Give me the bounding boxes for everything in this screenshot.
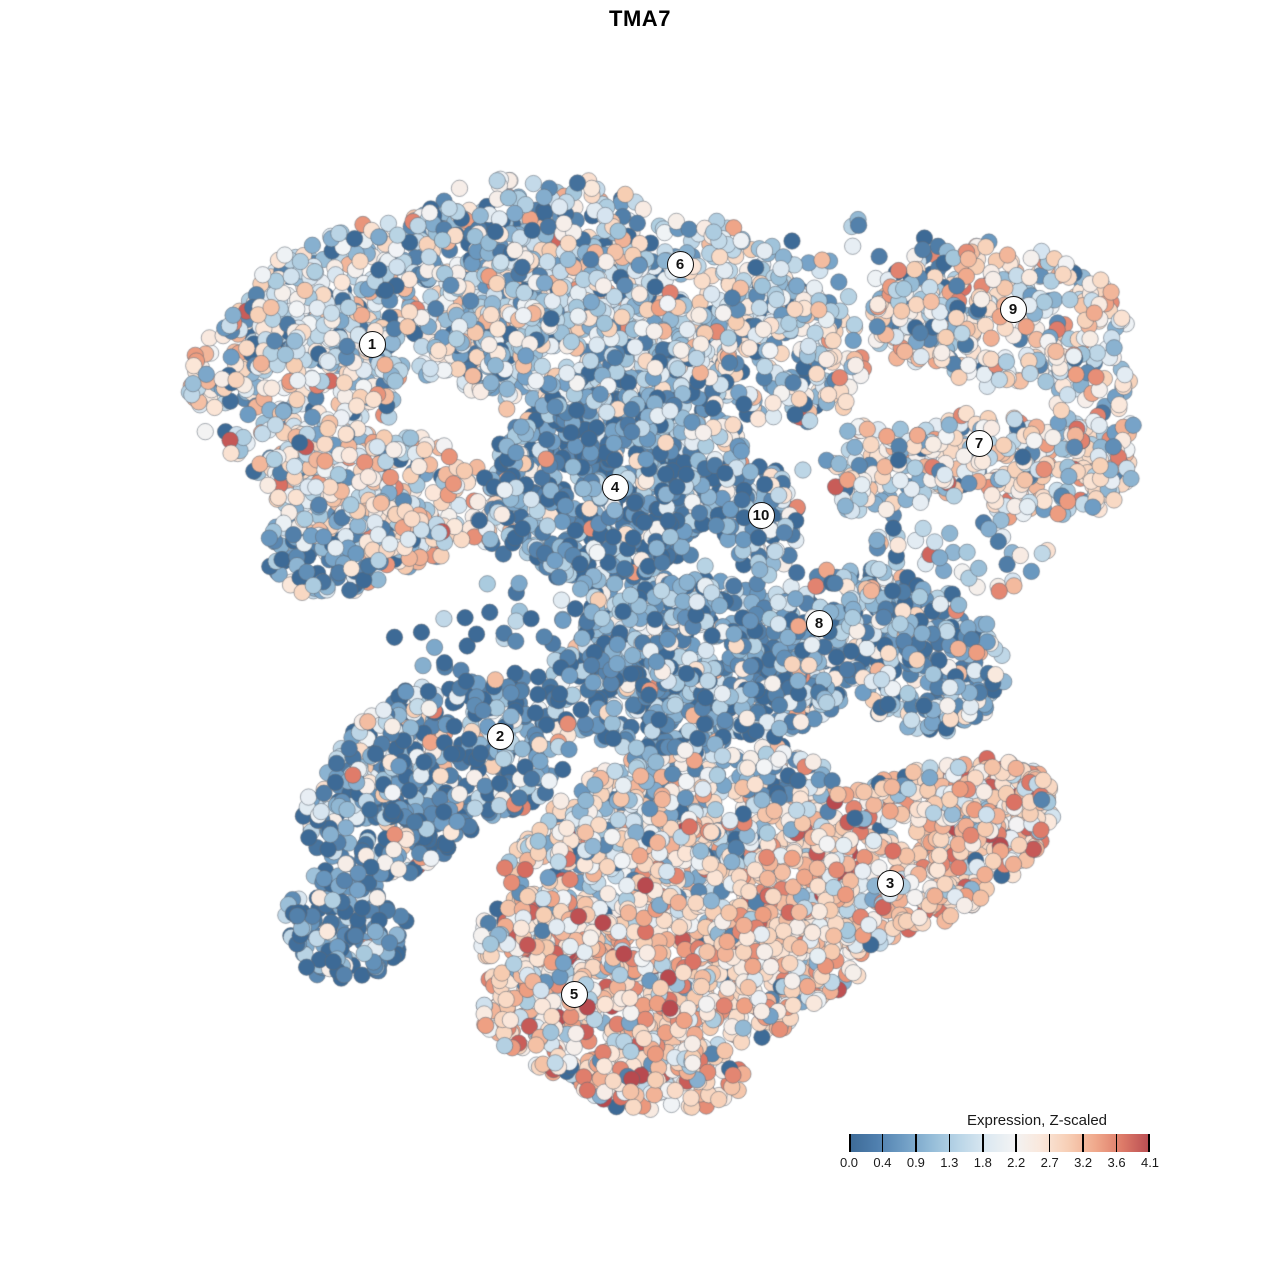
legend-title: Expression, Z-scaled [966,1112,1108,1129]
legend-tick-mark [849,1134,851,1152]
legend-tick-mark [1015,1134,1018,1152]
legend-tick-label: 0.0 [839,1155,859,1170]
legend-tick-label: 0.9 [906,1155,925,1170]
legend-tick-label: 1.3 [940,1155,959,1170]
legend-tick-mark [881,1134,884,1152]
legend-tick-label: 3.6 [1107,1155,1126,1170]
legend-tick-label: 2.7 [1040,1155,1059,1170]
legend-tick-mark [1115,1134,1118,1152]
legend-tick-label: 3.2 [1074,1155,1093,1170]
legend-tick-mark [915,1134,917,1152]
legend-tick-labels: 0.0 0.4 0.9 1.3 1.8 2.2 2.7 3.2 3.6 4.1 [840,1155,1159,1171]
expression-legend: Expression, Z-scaled 0.0 0.4 0.9 1.3 1.8 2.2 2… [840,1112,1159,1174]
legend-tick-label: 0.4 [873,1155,892,1170]
legend-tick-label: 4.1 [1140,1155,1160,1170]
legend-tick-label: 1.8 [973,1155,992,1170]
legend-tick-label: 2.2 [1007,1155,1026,1170]
legend-tick-mark [1148,1134,1150,1152]
legend-tick-mark [1048,1134,1051,1152]
legend-tick-mark [981,1134,984,1152]
legend-tick-mark [948,1134,951,1152]
legend-colorbar [849,1134,1150,1152]
legend-tick-mark [1082,1134,1084,1152]
